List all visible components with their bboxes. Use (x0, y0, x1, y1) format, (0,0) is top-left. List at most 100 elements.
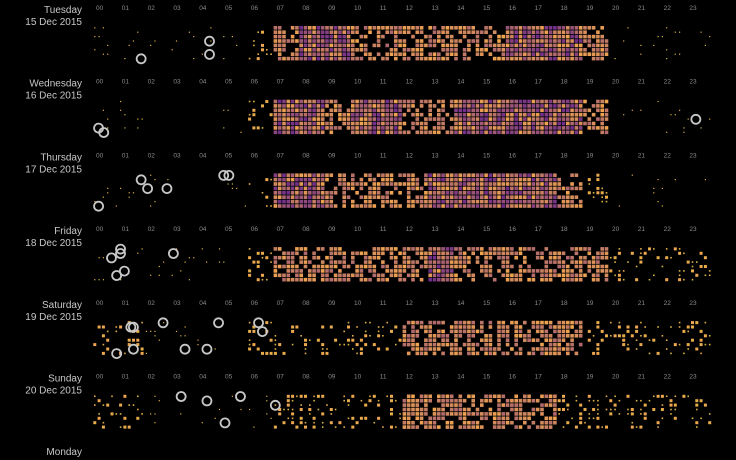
cell (669, 403, 673, 407)
cell (266, 53, 268, 55)
cell (261, 351, 264, 355)
cell (316, 48, 321, 52)
cell (480, 264, 484, 269)
cell (454, 407, 458, 412)
cell (140, 351, 144, 355)
cell (544, 121, 549, 126)
cell (553, 251, 557, 256)
cell (402, 39, 407, 43)
cell (359, 351, 363, 355)
cell (510, 182, 514, 186)
cell (154, 422, 156, 424)
cell (389, 104, 394, 108)
cell (338, 251, 342, 256)
cell (406, 186, 411, 191)
hour-label: 06 (251, 300, 259, 307)
cell (587, 269, 592, 273)
cell (527, 104, 531, 108)
cell (424, 407, 428, 412)
cell (678, 274, 681, 277)
cell (527, 182, 531, 186)
cell (544, 260, 549, 264)
cell (561, 338, 566, 342)
cell (587, 338, 591, 342)
cell (136, 416, 140, 420)
cell (454, 199, 458, 204)
cell (419, 325, 424, 329)
cell (351, 130, 355, 135)
cell (441, 99, 445, 104)
cell (428, 52, 432, 56)
cell (540, 403, 544, 407)
cell (411, 112, 415, 117)
hour-label: 11 (380, 152, 387, 159)
cell (591, 26, 596, 30)
cell (449, 186, 454, 191)
cell (316, 186, 321, 191)
cell (253, 40, 255, 42)
hour-label: 09 (328, 5, 336, 12)
cell (523, 56, 527, 61)
hour-label: 00 (96, 152, 104, 159)
cell (514, 39, 518, 43)
cell (488, 273, 493, 278)
cell (640, 335, 642, 337)
cell (557, 104, 561, 108)
cell (278, 412, 282, 416)
event-marker (98, 127, 110, 138)
cell (471, 195, 475, 199)
cell (325, 191, 329, 195)
cell (501, 48, 506, 52)
cell (132, 40, 135, 42)
cell (273, 255, 278, 260)
hour-label: 21 (638, 374, 646, 381)
cell (557, 108, 561, 113)
cell (299, 269, 303, 273)
cell (282, 351, 286, 355)
hour-label: 17 (535, 300, 543, 307)
cell (437, 182, 441, 186)
cell (368, 195, 372, 199)
cell (471, 412, 475, 416)
event-marker (142, 183, 154, 195)
cell (346, 195, 351, 199)
cell (570, 347, 574, 351)
cell (462, 204, 467, 208)
cell (578, 34, 583, 39)
cell (548, 394, 553, 399)
cell (561, 251, 566, 256)
cell (273, 112, 278, 117)
cell (347, 417, 350, 420)
cell (643, 251, 647, 255)
cell (454, 112, 458, 117)
cell (514, 56, 518, 61)
cell (351, 425, 355, 429)
cell (497, 195, 501, 199)
cell (665, 348, 668, 350)
cell (312, 251, 316, 256)
cell (299, 416, 303, 420)
cell (432, 269, 437, 273)
cell (359, 347, 363, 351)
cell (449, 277, 454, 282)
cell (394, 204, 398, 208)
cell (596, 43, 600, 48)
cell (411, 329, 415, 334)
cell (411, 338, 415, 342)
cell (406, 108, 411, 113)
cell (657, 100, 659, 103)
hour-label: 20 (612, 300, 620, 307)
cell (385, 108, 389, 113)
hour-label: 05 (225, 374, 233, 381)
cell (471, 108, 475, 113)
cell (492, 195, 497, 199)
cell (432, 199, 437, 204)
cell (441, 39, 445, 43)
hour-label: 10 (354, 5, 362, 12)
cell (128, 192, 130, 194)
cell (566, 56, 570, 61)
cell (635, 339, 638, 341)
cell (236, 44, 238, 46)
cell (312, 108, 316, 113)
cell (514, 255, 518, 260)
